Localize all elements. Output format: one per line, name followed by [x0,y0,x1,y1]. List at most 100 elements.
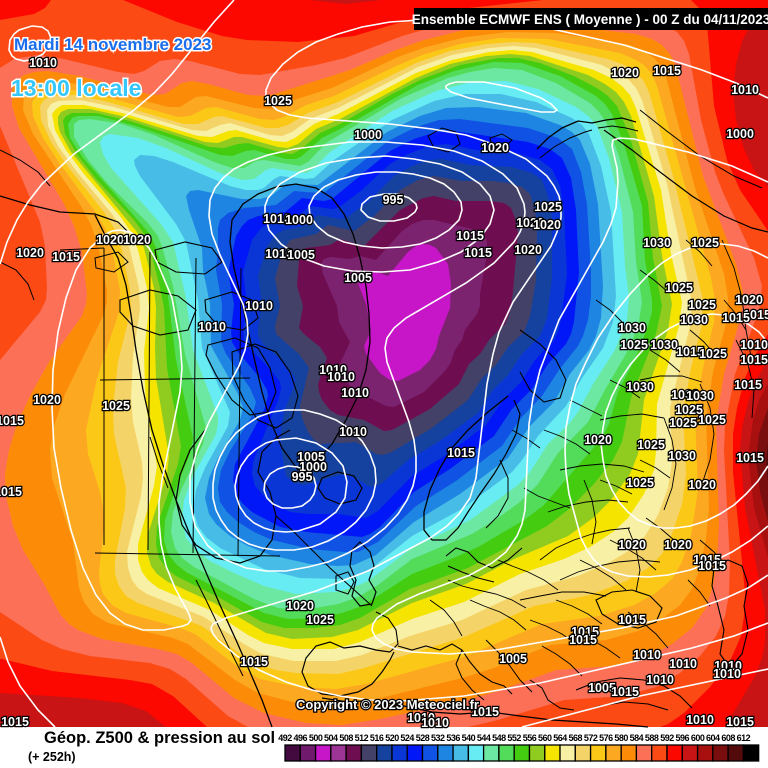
svg-text:1030: 1030 [626,380,654,394]
svg-text:1020: 1020 [664,538,692,552]
svg-text:492: 492 [278,733,292,743]
svg-text:1030: 1030 [618,321,646,335]
svg-text:1020: 1020 [16,246,44,260]
svg-text:1030: 1030 [643,236,671,250]
svg-text:532: 532 [431,733,445,743]
svg-text:1030: 1030 [680,313,708,327]
svg-text:1015: 1015 [676,345,704,359]
svg-text:1015: 1015 [611,685,639,699]
svg-text:1005: 1005 [297,450,325,464]
svg-text:1025: 1025 [691,236,719,250]
svg-text:1010: 1010 [341,386,369,400]
svg-text:1020: 1020 [688,478,716,492]
svg-text:1015: 1015 [653,64,681,78]
svg-text:520: 520 [385,733,399,743]
svg-text:576: 576 [599,733,613,743]
svg-text:1010: 1010 [740,338,768,352]
svg-text:1015: 1015 [743,308,768,322]
svg-text:13:00 locale: 13:00 locale [11,75,141,101]
svg-text:1015: 1015 [693,553,721,567]
svg-text:612: 612 [737,733,751,743]
svg-text:1015: 1015 [464,246,492,260]
svg-text:1015: 1015 [734,378,762,392]
svg-text:1010: 1010 [319,363,347,377]
svg-text:1015: 1015 [471,705,499,719]
svg-text:1015: 1015 [569,633,597,647]
svg-text:496: 496 [294,733,308,743]
svg-text:1030: 1030 [668,449,696,463]
svg-text:1030: 1030 [671,388,699,402]
svg-text:524: 524 [400,733,414,743]
svg-text:1020: 1020 [481,141,509,155]
svg-text:580: 580 [614,733,628,743]
svg-text:568: 568 [569,733,583,743]
svg-text:1020: 1020 [584,433,612,447]
svg-text:1005: 1005 [287,248,315,262]
svg-text:1015: 1015 [447,446,475,460]
svg-text:548: 548 [492,733,506,743]
svg-text:516: 516 [370,733,384,743]
svg-text:596: 596 [676,733,690,743]
svg-text:588: 588 [645,733,659,743]
svg-text:1010: 1010 [686,713,714,727]
svg-text:1025: 1025 [669,416,697,430]
svg-text:600: 600 [691,733,705,743]
svg-text:1025: 1025 [264,94,292,108]
svg-text:1000: 1000 [726,127,754,141]
svg-text:1010: 1010 [731,83,759,97]
svg-text:508: 508 [339,733,353,743]
svg-text:1005: 1005 [588,681,616,695]
svg-text:1030: 1030 [650,338,678,352]
svg-text:(+ 252h): (+ 252h) [28,750,76,764]
svg-text:Mardi 14 novembre 2023: Mardi 14 novembre 2023 [14,35,211,54]
svg-text:1025: 1025 [688,298,716,312]
svg-text:1025: 1025 [665,281,693,295]
svg-text:1020: 1020 [33,393,61,407]
svg-text:504: 504 [324,733,338,743]
svg-text:604: 604 [706,733,720,743]
svg-text:528: 528 [416,733,430,743]
svg-text:592: 592 [660,733,674,743]
svg-text:1015: 1015 [1,715,29,729]
svg-text:540: 540 [462,733,476,743]
svg-text:512: 512 [355,733,369,743]
svg-text:1010: 1010 [646,673,674,687]
svg-text:1025: 1025 [620,338,648,352]
svg-text:1015: 1015 [0,414,24,428]
svg-text:1025: 1025 [698,413,726,427]
svg-text:544: 544 [477,733,491,743]
svg-text:1010: 1010 [198,320,226,334]
svg-text:1015: 1015 [618,613,646,627]
svg-text:1015: 1015 [698,559,726,573]
svg-text:1010: 1010 [407,711,435,725]
svg-text:1025: 1025 [626,476,654,490]
svg-text:1010: 1010 [633,648,661,662]
svg-text:1020: 1020 [735,293,763,307]
svg-text:536: 536 [446,733,460,743]
svg-text:1025: 1025 [534,200,562,214]
svg-text:1020: 1020 [123,233,151,247]
svg-text:1015: 1015 [240,655,268,669]
svg-text:564: 564 [553,733,567,743]
svg-text:1010: 1010 [245,299,273,313]
svg-text:560: 560 [538,733,552,743]
svg-text:1015: 1015 [740,353,768,367]
svg-text:1015: 1015 [726,715,754,729]
svg-text:1020: 1020 [516,216,544,230]
svg-text:Copyright © 2023 Meteociel.fr: Copyright © 2023 Meteociel.fr [296,697,479,712]
svg-text:1020: 1020 [96,233,124,247]
svg-text:1015: 1015 [52,250,80,264]
svg-text:1000: 1000 [354,128,382,142]
svg-text:1010: 1010 [339,425,367,439]
svg-text:1005: 1005 [499,652,527,666]
svg-text:1015: 1015 [736,451,764,465]
svg-text:1010: 1010 [713,667,741,681]
svg-text:1020: 1020 [286,599,314,613]
svg-text:1015: 1015 [0,485,22,499]
svg-text:1010: 1010 [263,212,291,226]
svg-text:1025: 1025 [102,399,130,413]
svg-text:1025: 1025 [675,403,703,417]
svg-text:556: 556 [523,733,537,743]
svg-text:1020: 1020 [611,66,639,80]
svg-text:Ensemble ECMWF ENS ( Moyenne: Ensemble ECMWF ENS ( Moyenne ) - 00 Z du… [412,12,768,27]
